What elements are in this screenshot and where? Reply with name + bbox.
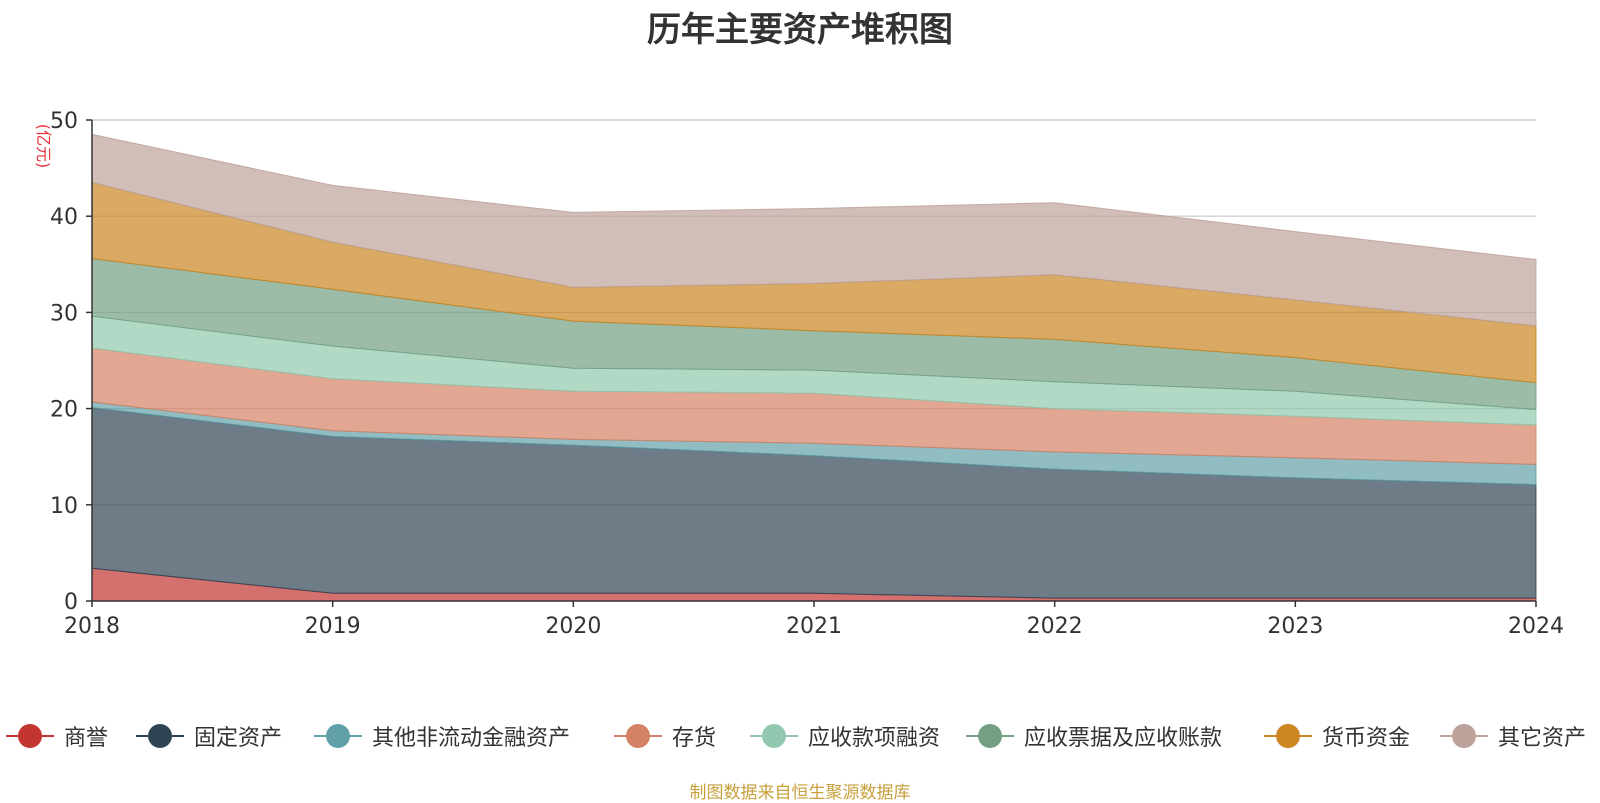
x-tick-label-4: 2022	[1027, 614, 1083, 639]
legend-marker	[612, 718, 664, 754]
legend-label: 固定资产	[194, 726, 283, 751]
legend-label: 其它资产	[1498, 726, 1587, 751]
area-series-7	[91, 133, 1537, 327]
legend-marker	[4, 718, 56, 754]
legend-label: 货币资金	[1322, 726, 1411, 751]
legend-marker	[748, 718, 800, 754]
chart-title: 历年主要资产堆积图	[647, 10, 953, 50]
x-tick-label-5: 2023	[1267, 614, 1323, 639]
legend-label: 其他非流动金融资产	[372, 726, 571, 751]
y-tick-label-5: 50	[50, 109, 78, 134]
legend-marker	[1262, 718, 1314, 754]
legend-item-1[interactable]: 固定资产	[134, 718, 282, 754]
legend-marker	[134, 718, 186, 754]
legend-label: 应收票据及应收账款	[1024, 726, 1223, 751]
x-tick-label-0: 2018	[64, 614, 120, 639]
y-tick-label-3: 30	[50, 301, 78, 326]
x-tick-label-1: 2019	[305, 614, 361, 639]
y-tick-label-2: 20	[50, 398, 78, 423]
y-axis-label: (亿元)	[34, 124, 53, 169]
y-tick-label-1: 10	[50, 494, 78, 519]
x-tick-label-6: 2024	[1508, 614, 1564, 639]
y-tick-label-4: 40	[50, 205, 78, 230]
legend-marker	[1438, 718, 1490, 754]
x-tick-label-3: 2021	[786, 614, 842, 639]
x-tick-label-2: 2020	[545, 614, 601, 639]
legend-item-5[interactable]: 应收票据及应收账款	[964, 718, 1222, 754]
legend-label: 应收款项融资	[808, 726, 941, 751]
legend-item-7[interactable]: 其它资产	[1438, 718, 1586, 754]
legend-item-6[interactable]: 货币资金	[1262, 718, 1410, 754]
legend-item-2[interactable]: 其他非流动金融资产	[312, 718, 570, 754]
legend-marker	[964, 718, 1016, 754]
legend-label: 商誉	[64, 726, 109, 751]
legend-item-3[interactable]: 存货	[612, 718, 716, 754]
legend: 商誉 固定资产 其他非流动金融资产 存货 应收款项融资 应收票据及应收账款 货币资金 其它资产	[0, 718, 1600, 754]
legend-label: 存货	[672, 726, 717, 751]
chart-plot: 0 10 20 30 40 50 2018 2019 2020 2021 2022 2023 2024 (…	[34, 109, 1564, 639]
y-tick-label-0: 0	[64, 590, 78, 615]
legend-marker	[312, 718, 364, 754]
legend-item-0[interactable]: 商誉	[4, 718, 108, 754]
source-note: 制图数据来自恒生聚源数据库	[689, 783, 911, 803]
legend-item-4[interactable]: 应收款项融资	[748, 718, 940, 754]
